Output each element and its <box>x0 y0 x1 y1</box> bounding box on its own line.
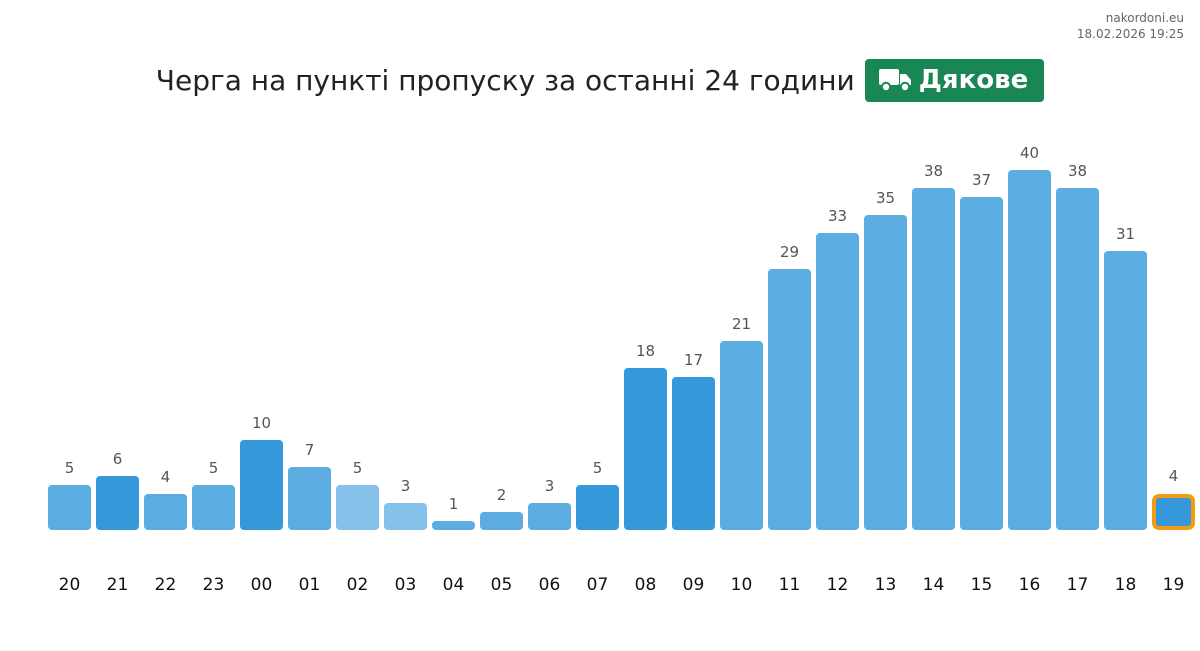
bar-value-label: 17 <box>684 351 703 369</box>
chart-header: Черга на пункті пропуску за останні 24 г… <box>0 58 1200 102</box>
bar-13 <box>864 215 907 530</box>
bar-value-label: 5 <box>593 459 603 477</box>
source-info: nakordoni.eu 18.02.2026 19:25 <box>1077 10 1184 42</box>
bar-20 <box>48 485 91 530</box>
checkpoint-badge: Дякове <box>864 58 1045 102</box>
bar-value-label: 3 <box>401 477 411 495</box>
bar-value-label: 5 <box>65 459 75 477</box>
x-tick-label: 03 <box>395 575 417 595</box>
bar-value-label: 21 <box>732 315 751 333</box>
x-tick-label: 14 <box>923 575 945 595</box>
bar-08 <box>624 368 667 530</box>
x-tick-label: 01 <box>299 575 321 595</box>
bar-01 <box>288 467 331 530</box>
x-tick-label: 12 <box>827 575 849 595</box>
bar-value-label: 40 <box>1020 144 1039 162</box>
bar-22 <box>144 494 187 530</box>
bar-16 <box>1008 170 1051 530</box>
bar-value-label: 4 <box>161 468 171 486</box>
bar-value-label: 6 <box>113 450 123 468</box>
bar-value-label: 33 <box>828 207 847 225</box>
bar-21 <box>96 476 139 530</box>
bar-value-label: 31 <box>1116 225 1135 243</box>
bar-value-label: 29 <box>780 243 799 261</box>
bar-06 <box>528 503 571 530</box>
bar-19 <box>1152 494 1195 530</box>
x-tick-label: 21 <box>107 575 129 595</box>
bar-value-label: 5 <box>209 459 219 477</box>
bar-07 <box>576 485 619 530</box>
bar-18 <box>1104 251 1147 530</box>
bar-15 <box>960 197 1003 530</box>
source-timestamp: 18.02.2026 19:25 <box>1076 27 1184 41</box>
x-tick-label: 07 <box>587 575 609 595</box>
bar-10 <box>720 341 763 530</box>
x-tick-label: 04 <box>443 575 465 595</box>
chart-title: Черга на пункті пропуску за останні 24 г… <box>155 63 855 97</box>
x-tick-label: 05 <box>491 575 513 595</box>
bar-23 <box>192 485 235 530</box>
bar-value-label: 35 <box>876 189 895 207</box>
bar-value-label: 4 <box>1169 467 1179 485</box>
bar-00 <box>240 440 283 530</box>
bar-17 <box>1056 188 1099 530</box>
bar-value-label: 37 <box>972 171 991 189</box>
x-tick-label: 10 <box>731 575 753 595</box>
bar-03 <box>384 503 427 530</box>
x-tick-label: 23 <box>203 575 225 595</box>
bar-value-label: 1 <box>449 495 459 513</box>
bar-value-label: 38 <box>924 162 943 180</box>
bar-05 <box>480 512 523 530</box>
bar-04 <box>432 521 475 530</box>
bar-value-label: 7 <box>305 441 315 459</box>
bar-value-label: 5 <box>353 459 363 477</box>
bar-14 <box>912 188 955 530</box>
bar-value-label: 18 <box>636 342 655 360</box>
bar-09 <box>672 377 715 530</box>
x-tick-label: 02 <box>347 575 369 595</box>
x-tick-label: 19 <box>1163 575 1185 595</box>
x-tick-label: 11 <box>779 575 801 595</box>
bar-11 <box>768 269 811 530</box>
x-tick-label: 22 <box>155 575 177 595</box>
bar-value-label: 3 <box>545 477 555 495</box>
x-tick-label: 18 <box>1115 575 1137 595</box>
x-tick-label: 00 <box>251 575 273 595</box>
truck-icon <box>878 67 913 93</box>
x-tick-label: 06 <box>539 575 561 595</box>
x-tick-label: 16 <box>1019 575 1041 595</box>
bar-02 <box>336 485 379 530</box>
x-tick-label: 09 <box>683 575 705 595</box>
x-tick-label: 20 <box>59 575 81 595</box>
x-tick-label: 17 <box>1067 575 1089 595</box>
checkpoint-name: Дякове <box>918 65 1029 95</box>
x-tick-label: 15 <box>971 575 993 595</box>
x-tick-label: 13 <box>875 575 897 595</box>
source-site: nakordoni.eu <box>1105 11 1184 25</box>
bar-value-label: 10 <box>252 414 271 432</box>
x-tick-label: 08 <box>635 575 657 595</box>
bar-value-label: 2 <box>497 486 507 504</box>
bar-12 <box>816 233 859 530</box>
bar-value-label: 38 <box>1068 162 1087 180</box>
